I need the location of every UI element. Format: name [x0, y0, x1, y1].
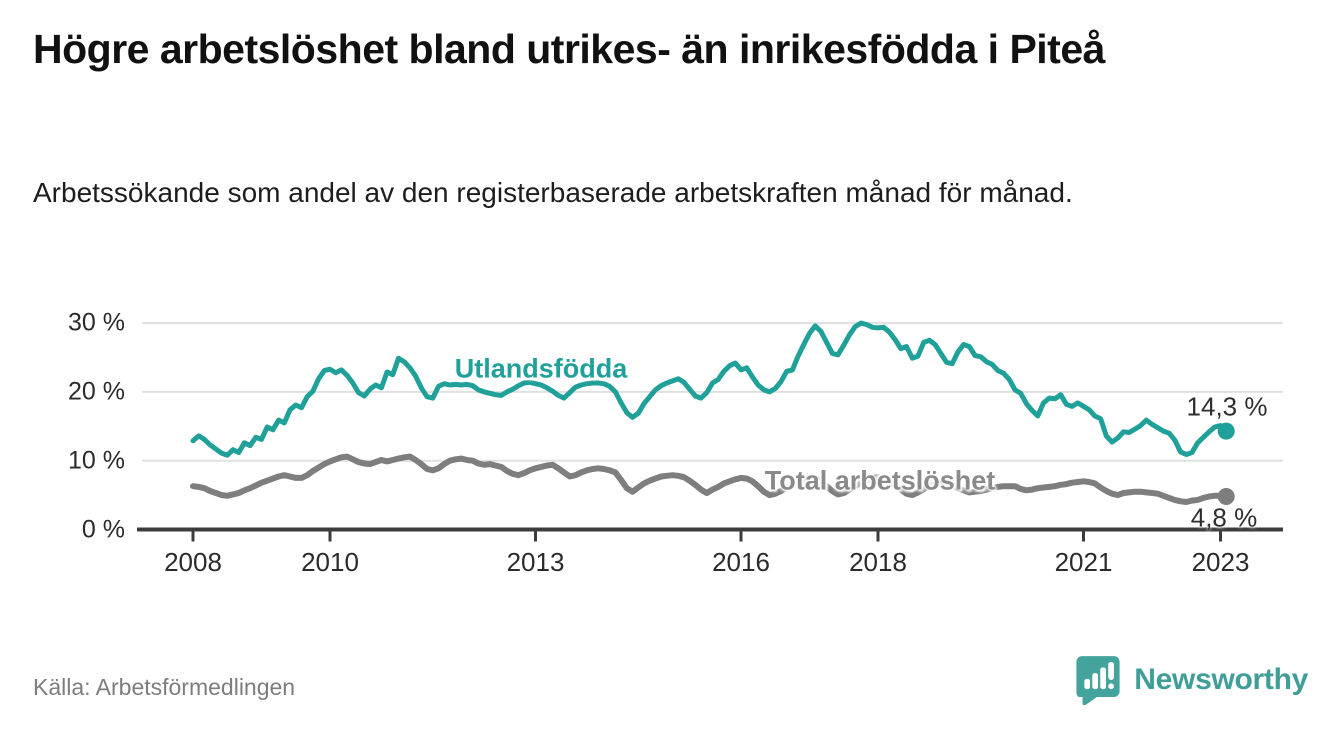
- x-tick-label-2008: 2008: [164, 547, 222, 577]
- newsworthy-logo: Newsworthy: [1075, 655, 1308, 705]
- bar-small: [1084, 678, 1091, 690]
- exclamation-stem: [1108, 661, 1115, 680]
- series-label-utlandsfodda: Utlandsfödda: [454, 353, 628, 384]
- bar-medium: [1092, 673, 1099, 690]
- y-tick-label-30: 30 %: [68, 308, 125, 337]
- series-label-total-arbetsloshet: Total arbetslöshet: [764, 465, 996, 496]
- series-end-dot-0: [1217, 422, 1235, 440]
- x-tick-label-2018: 2018: [849, 547, 907, 577]
- source-note: Källa: Arbetsförmedlingen: [33, 674, 296, 700]
- x-tick-label-2010: 2010: [301, 547, 359, 577]
- exclamation-dot: [1108, 683, 1115, 690]
- x-tick-label-2023: 2023: [1191, 547, 1250, 577]
- bar-large: [1100, 667, 1107, 690]
- x-tick-label-2013: 2013: [506, 547, 565, 577]
- series-line-1: [190, 453, 1230, 505]
- x-tick-label-2021: 2021: [1054, 547, 1113, 577]
- end-value-utlandsfodda: 14,3 %: [1186, 391, 1268, 422]
- x-tick-label-2016: 2016: [712, 547, 770, 577]
- page-title: Högre arbetslöshet bland utrikes- än inr…: [33, 26, 1105, 72]
- y-tick-label-20: 20 %: [68, 377, 125, 406]
- y-tick-label-0: 0 %: [81, 515, 125, 543]
- series-line-0: [190, 320, 1229, 458]
- chart-subtitle: Arbetssökande som andel av den registerb…: [33, 177, 1073, 208]
- newsworthy-logo-text: Newsworthy: [1134, 663, 1308, 696]
- end-value-total: 4,8 %: [1190, 502, 1258, 533]
- newsworthy-logo-icon: [1076, 656, 1120, 705]
- y-tick-label-10: 10 %: [68, 446, 125, 475]
